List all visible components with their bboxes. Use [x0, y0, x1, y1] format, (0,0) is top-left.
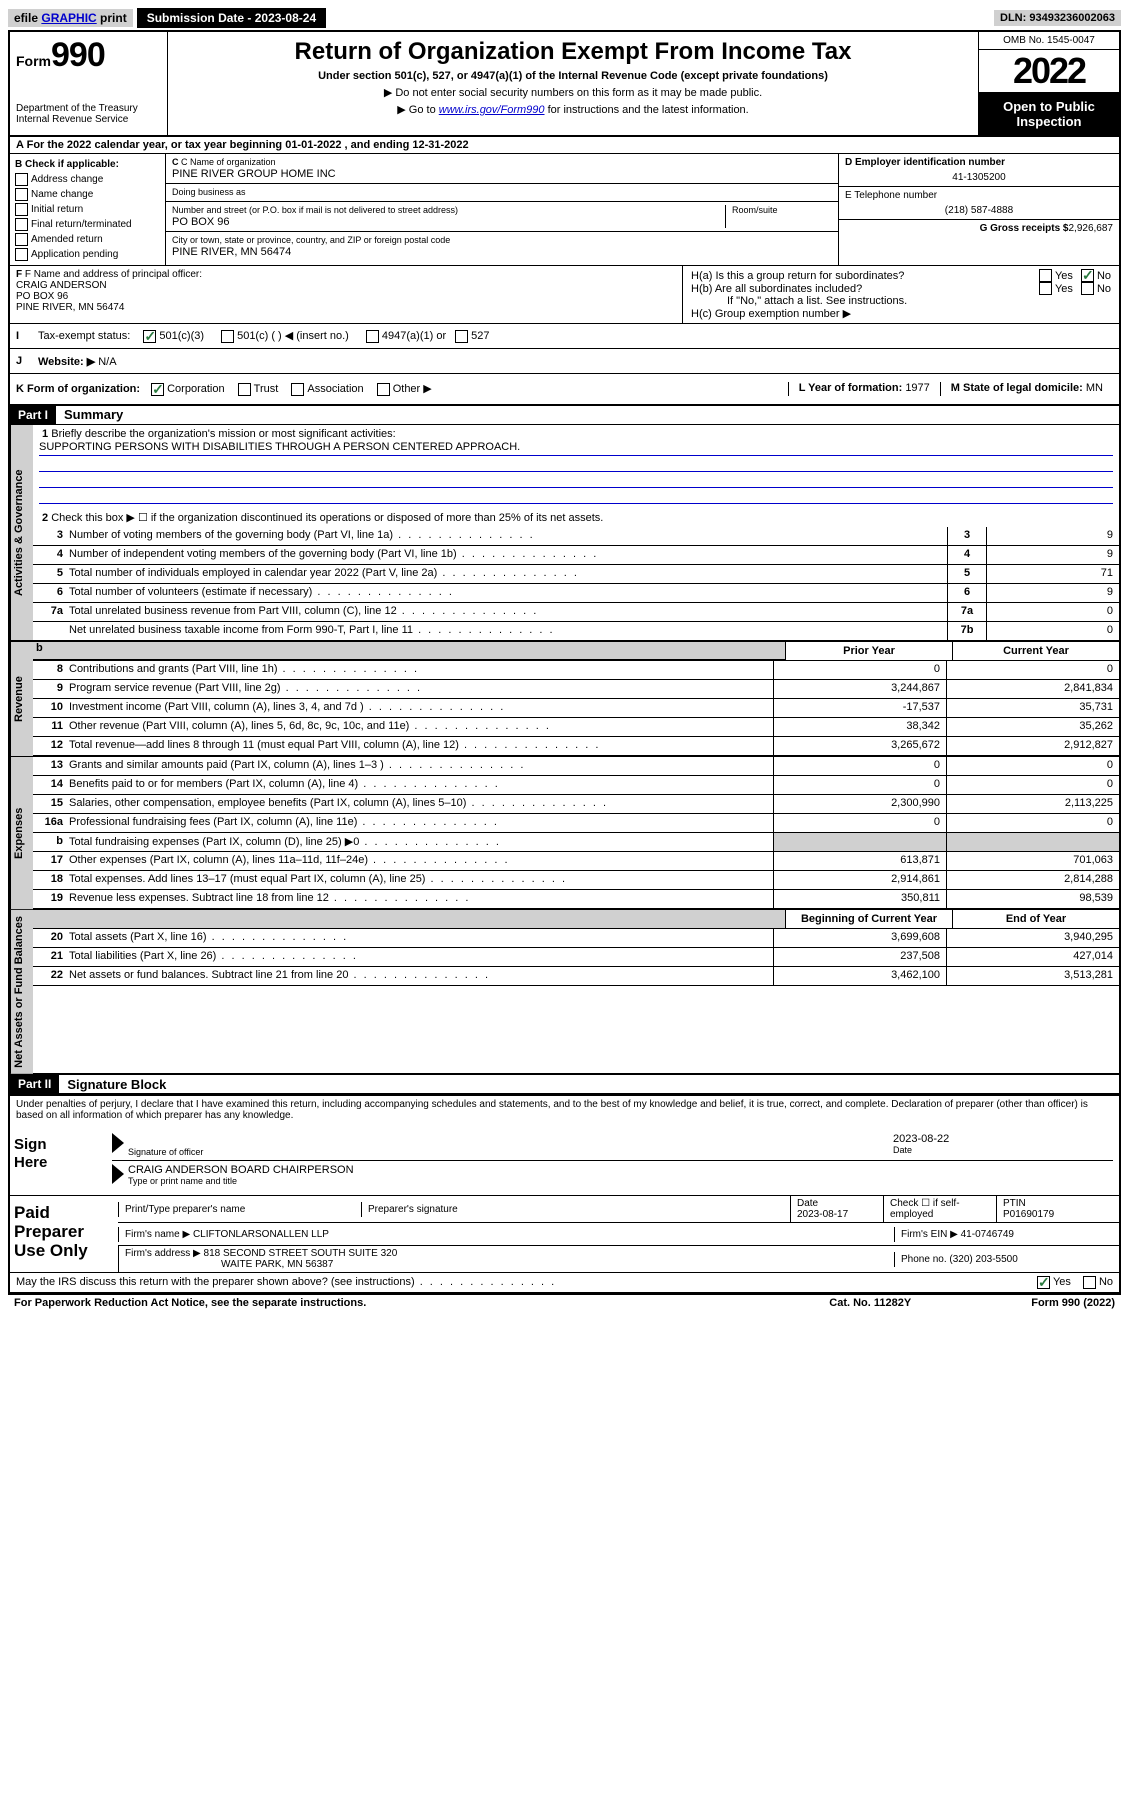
tab-activities-governance: Activities & Governance: [10, 425, 33, 640]
summary-row: 4Number of independent voting members of…: [33, 546, 1119, 565]
row-k: K Form of organization: Corporation Trus…: [10, 374, 1119, 406]
col-c-org-info: C C Name of organization PINE RIVER GROU…: [166, 154, 838, 265]
financial-row: 13Grants and similar amounts paid (Part …: [33, 757, 1119, 776]
financial-row: 19Revenue less expenses. Subtract line 1…: [33, 890, 1119, 909]
financial-row: 9Program service revenue (Part VIII, lin…: [33, 680, 1119, 699]
part2-header: Part II Signature Block: [10, 1075, 1119, 1094]
financial-row: 14Benefits paid to or for members (Part …: [33, 776, 1119, 795]
financial-row: 16aProfessional fundraising fees (Part I…: [33, 814, 1119, 833]
financial-row: 22Net assets or fund balances. Subtract …: [33, 967, 1119, 986]
net-assets-section: Net Assets or Fund Balances Beginning of…: [10, 910, 1119, 1076]
summary-row: 6Total number of volunteers (estimate if…: [33, 584, 1119, 603]
summary-row: 7aTotal unrelated business revenue from …: [33, 603, 1119, 622]
irs-link[interactable]: www.irs.gov/Form990: [439, 104, 545, 116]
expenses-section: Expenses 13Grants and similar amounts pa…: [10, 757, 1119, 910]
financial-row: 21Total liabilities (Part X, line 26)237…: [33, 948, 1119, 967]
arrow-icon: [112, 1164, 124, 1184]
financial-row: 11Other revenue (Part VIII, column (A), …: [33, 718, 1119, 737]
tab-net-assets: Net Assets or Fund Balances: [10, 910, 33, 1074]
financial-row: bTotal fundraising expenses (Part IX, co…: [33, 833, 1119, 852]
summary-row: Net unrelated business taxable income fr…: [33, 622, 1119, 640]
tab-expenses: Expenses: [10, 757, 33, 909]
form-container: Form990 Department of the Treasury Inter…: [8, 30, 1121, 1295]
col-b-checkboxes: B Check if applicable: Address change Na…: [10, 154, 166, 265]
financial-row: 20Total assets (Part X, line 16)3,699,60…: [33, 929, 1119, 948]
efile-label: efile GRAPHIC print: [8, 9, 133, 27]
financial-row: 12Total revenue—add lines 8 through 11 (…: [33, 737, 1119, 756]
form-header: Form990 Department of the Treasury Inter…: [10, 32, 1119, 137]
financial-row: 8Contributions and grants (Part VIII, li…: [33, 661, 1119, 680]
revenue-section: Revenue b Prior Year Current Year 8Contr…: [10, 641, 1119, 757]
header-center: Return of Organization Exempt From Incom…: [168, 32, 978, 135]
info-grid: B Check if applicable: Address change Na…: [10, 154, 1119, 266]
org-name: PINE RIVER GROUP HOME INC: [172, 168, 832, 180]
dln-label: DLN: 93493236002063: [994, 10, 1121, 26]
paid-preparer-block: Paid Preparer Use Only Print/Type prepar…: [10, 1196, 1119, 1273]
penalty-statement: Under penalties of perjury, I declare th…: [10, 1094, 1119, 1124]
submission-date-badge: Submission Date - 2023-08-24: [137, 8, 326, 28]
graphic-link[interactable]: GRAPHIC: [41, 11, 96, 25]
col-de: D Employer identification number 41-1305…: [838, 154, 1119, 265]
row-i: I Tax-exempt status: 501(c)(3) 501(c) ( …: [10, 324, 1119, 349]
part1-header: Part I Summary: [10, 406, 1119, 425]
section-f: F F Name and address of principal office…: [10, 266, 1119, 324]
financial-row: 18Total expenses. Add lines 13–17 (must …: [33, 871, 1119, 890]
arrow-icon: [112, 1133, 124, 1153]
sign-here-block: Sign Here Signature of officer 2023-08-2…: [10, 1124, 1119, 1196]
row-j: J Website: ▶ N/A: [10, 349, 1119, 374]
header-left: Form990 Department of the Treasury Inter…: [10, 32, 168, 135]
form-title: Return of Organization Exempt From Incom…: [174, 38, 972, 66]
discuss-row: May the IRS discuss this return with the…: [10, 1273, 1119, 1293]
activities-governance: Activities & Governance 1 Briefly descri…: [10, 425, 1119, 641]
top-bar: efile GRAPHIC print Submission Date - 20…: [8, 8, 1121, 28]
ein-value: 41-1305200: [845, 172, 1113, 183]
financial-row: 10Investment income (Part VIII, column (…: [33, 699, 1119, 718]
footer: For Paperwork Reduction Act Notice, see …: [8, 1295, 1121, 1311]
mission-text: SUPPORTING PERSONS WITH DISABILITIES THR…: [39, 441, 1113, 456]
summary-row: 3Number of voting members of the governi…: [33, 527, 1119, 546]
tax-year-row: A For the 2022 calendar year, or tax yea…: [10, 137, 1119, 154]
header-right: OMB No. 1545-0047 2022 Open to Public In…: [978, 32, 1119, 135]
summary-row: 5Total number of individuals employed in…: [33, 565, 1119, 584]
tab-revenue: Revenue: [10, 642, 33, 756]
financial-row: 17Other expenses (Part IX, column (A), l…: [33, 852, 1119, 871]
financial-row: 15Salaries, other compensation, employee…: [33, 795, 1119, 814]
